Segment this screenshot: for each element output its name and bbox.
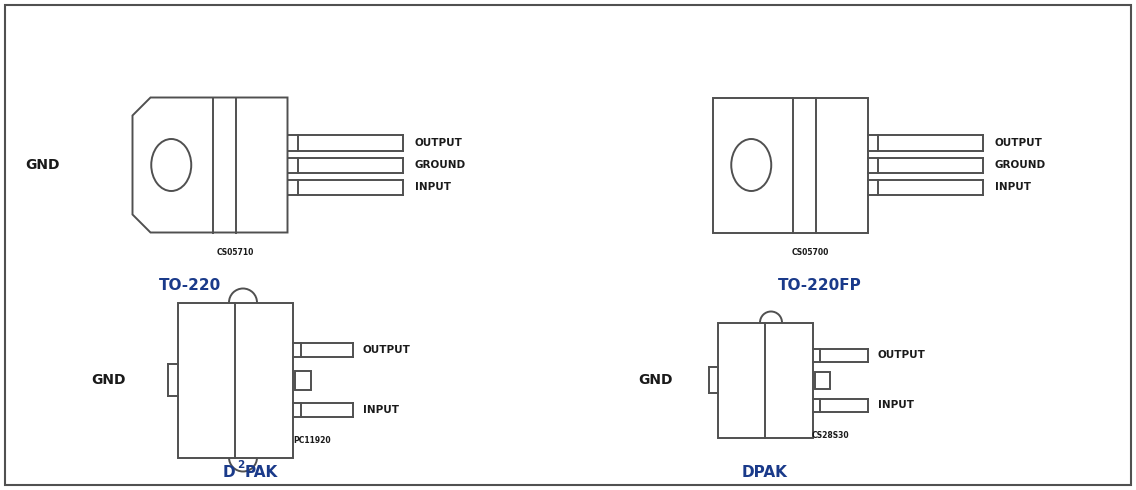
Bar: [294, 370, 310, 390]
Text: CS28S30: CS28S30: [811, 431, 849, 440]
Bar: [177, 302, 292, 458]
Text: D: D: [223, 465, 235, 480]
Text: OUTPUT: OUTPUT: [994, 138, 1043, 148]
Bar: [712, 98, 868, 232]
Text: OUTPUT: OUTPUT: [415, 138, 462, 148]
Text: CS05700: CS05700: [792, 247, 828, 256]
Text: TO-220FP: TO-220FP: [778, 277, 862, 293]
Bar: [718, 322, 812, 438]
Text: INPUT: INPUT: [994, 182, 1030, 192]
Text: 2: 2: [237, 460, 244, 470]
Text: INPUT: INPUT: [877, 400, 913, 410]
Text: TO-220: TO-220: [159, 277, 222, 293]
Text: OUTPUT: OUTPUT: [877, 350, 926, 360]
Bar: [815, 371, 829, 389]
Text: GROUND: GROUND: [994, 160, 1045, 170]
Text: OUTPUT: OUTPUT: [362, 345, 410, 355]
Text: PC11920: PC11920: [293, 436, 331, 444]
Text: PAK: PAK: [245, 465, 278, 480]
Text: GND: GND: [25, 158, 59, 172]
FancyBboxPatch shape: [5, 5, 1131, 485]
Text: INPUT: INPUT: [415, 182, 451, 192]
Text: GND: GND: [637, 373, 673, 387]
Text: DPAK: DPAK: [742, 465, 788, 480]
Text: GND: GND: [91, 373, 125, 387]
Text: CS05710: CS05710: [216, 247, 253, 256]
Text: INPUT: INPUT: [362, 405, 399, 415]
Text: GROUND: GROUND: [415, 160, 466, 170]
